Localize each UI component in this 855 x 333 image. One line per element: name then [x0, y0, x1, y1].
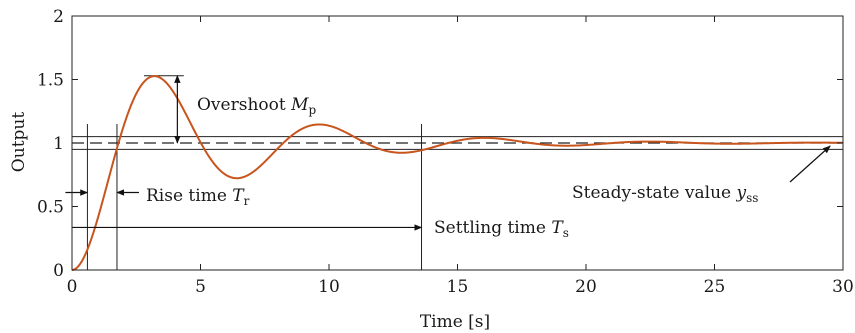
overshoot-annotation: Overshoot Mp: [197, 95, 317, 117]
y-tick-label-2: 1: [53, 134, 64, 154]
settling-time-annotation: Settling time Ts: [434, 218, 569, 240]
overshoot-subscript: p: [309, 103, 317, 117]
y-tick-label-0: 0: [53, 261, 64, 281]
overshoot-label: Overshoot: [197, 95, 291, 115]
settling-time-subscript: s: [563, 226, 569, 240]
steady-state-subscript: ss: [746, 191, 758, 205]
rise-time-subscript: r: [244, 194, 250, 208]
x-axis-label: Time [s]: [420, 312, 490, 332]
rise-time-label: Rise time: [146, 186, 232, 206]
x-tick-label-2: 10: [318, 277, 340, 297]
y-axis-label: Output: [9, 112, 29, 173]
steady-state-annotation: Steady-state value yss: [572, 183, 758, 205]
settling-time-symbol: T: [551, 218, 564, 238]
reference-lines-layer: [72, 75, 843, 270]
x-tick-label-0: 0: [67, 277, 78, 297]
rise-time-annotation: Rise time Tr: [146, 186, 250, 208]
x-tick-label-3: 15: [447, 277, 469, 297]
overshoot-symbol: M: [290, 95, 309, 115]
annotations-layer: Overshoot Mp Rise time Tr Settling time …: [65, 74, 831, 240]
steady-state-arrow: [789, 145, 831, 183]
y-tick-label-1: 0.5: [37, 198, 64, 218]
x-tick-label-5: 25: [704, 277, 726, 297]
series-layer: [71, 75, 844, 271]
steady-state-symbol: y: [735, 183, 746, 203]
response-curve-0: [71, 75, 844, 271]
x-tick-label-1: 5: [195, 277, 206, 297]
rise-time-symbol: T: [232, 186, 245, 206]
steady-state-label: Steady-state value: [572, 183, 736, 203]
y-tick-label-4: 2: [53, 7, 64, 27]
axes-layer: 0 5 10 15 20 25 30 0 0.5 1 1.5 2: [37, 7, 854, 297]
settling-time-label: Settling time: [434, 218, 551, 238]
x-tick-label-4: 20: [575, 277, 597, 297]
y-tick-label-3: 1.5: [37, 71, 64, 91]
x-tick-label-6: 30: [832, 277, 854, 297]
